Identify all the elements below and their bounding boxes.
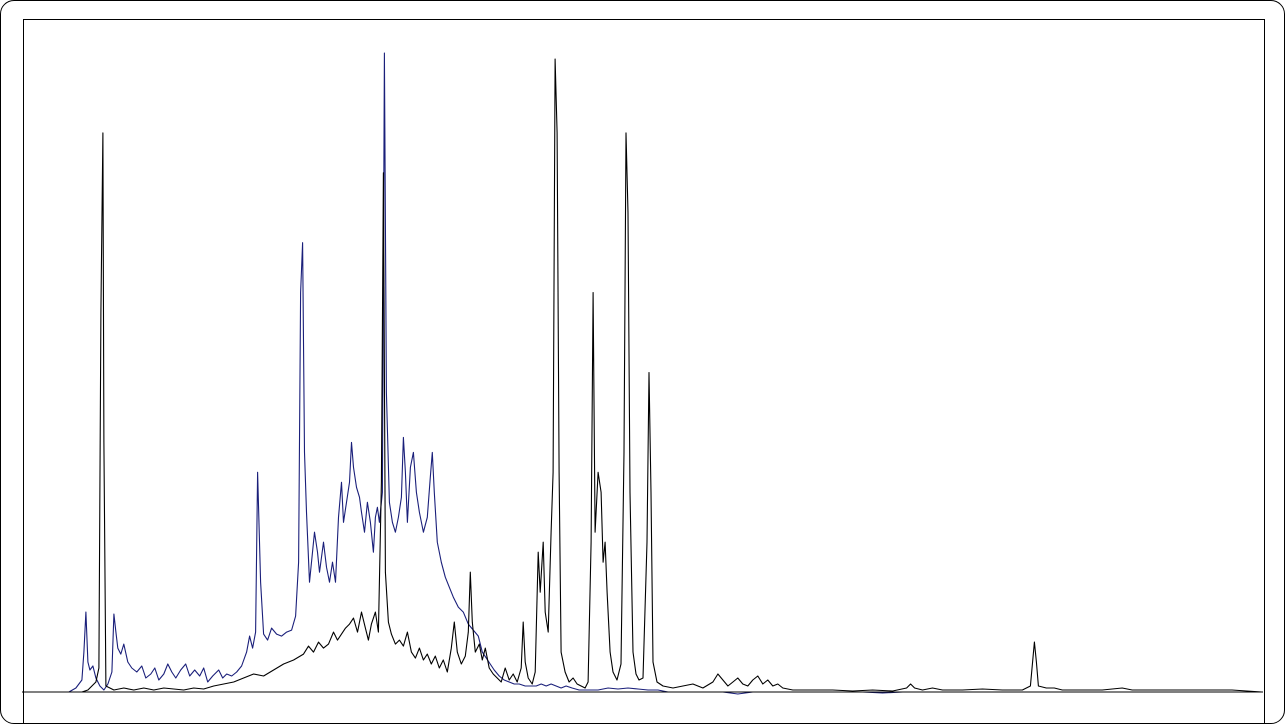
- plot-area-border: [23, 19, 1265, 723]
- series-line-2: [24, 58, 1263, 693]
- series-layer: [24, 52, 1263, 695]
- series-line-1: [24, 52, 1262, 695]
